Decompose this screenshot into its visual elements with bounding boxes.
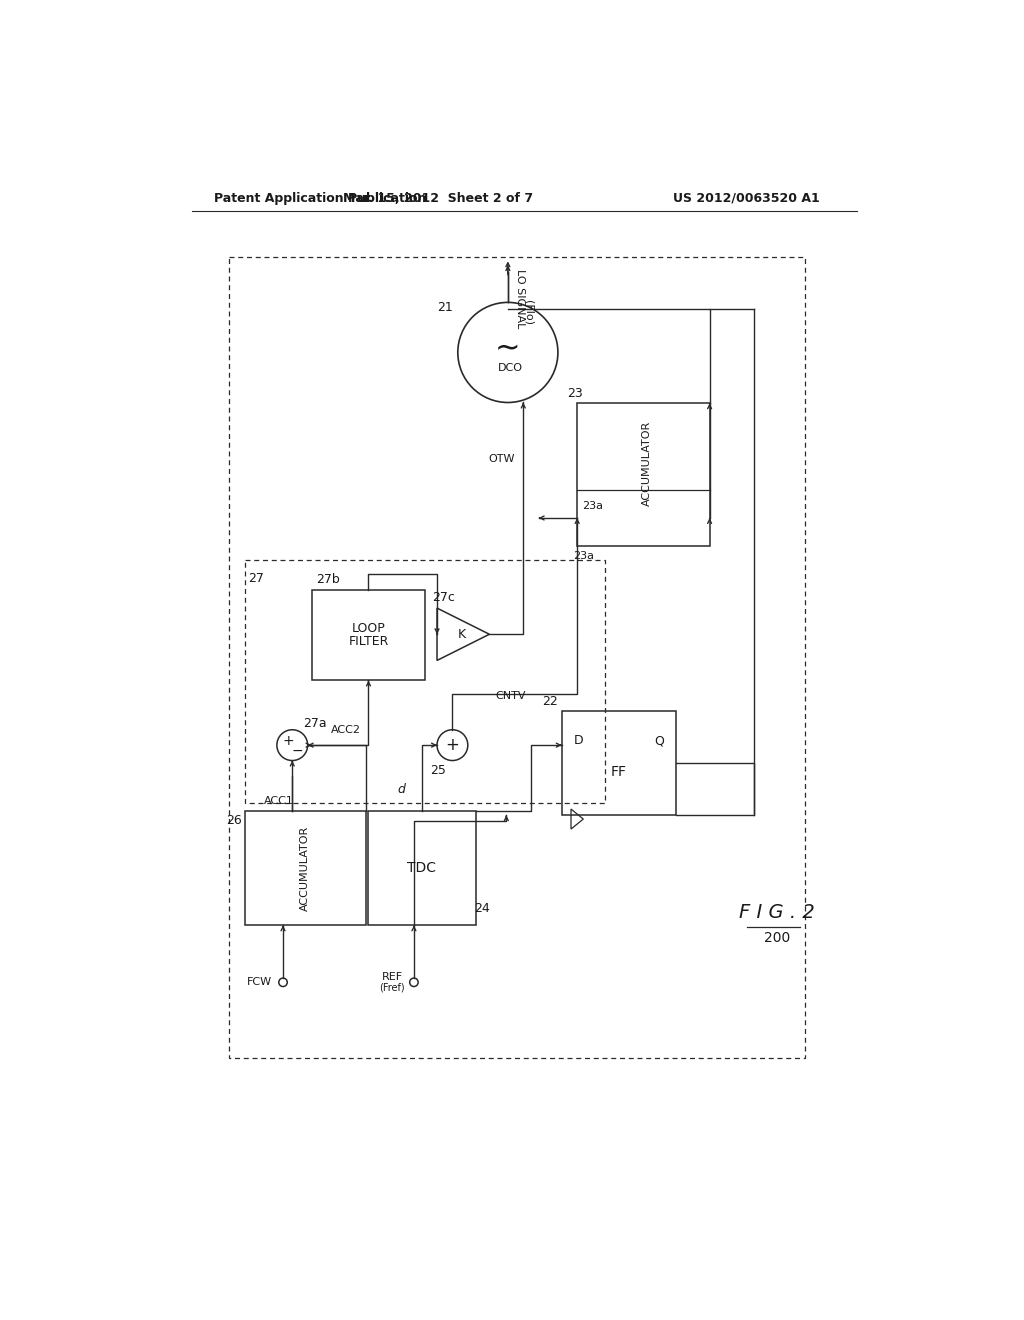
- Text: 21: 21: [437, 301, 453, 314]
- Text: 23: 23: [567, 387, 583, 400]
- Text: FF: FF: [610, 766, 627, 780]
- Text: DCO: DCO: [498, 363, 522, 372]
- Text: d: d: [397, 783, 406, 796]
- Bar: [562, 711, 676, 816]
- Text: REF: REF: [382, 972, 402, 982]
- Text: Patent Application Publication: Patent Application Publication: [214, 191, 426, 205]
- Bar: [229, 257, 805, 1057]
- Text: 27b: 27b: [316, 573, 340, 586]
- Bar: [311, 590, 425, 681]
- Text: D: D: [573, 734, 584, 747]
- Bar: [245, 560, 605, 803]
- Text: 22: 22: [543, 694, 558, 708]
- Text: TDC: TDC: [408, 862, 436, 875]
- Text: FILTER: FILTER: [348, 635, 389, 648]
- Text: 24: 24: [474, 902, 489, 915]
- Bar: [368, 812, 475, 925]
- Text: 200: 200: [764, 931, 791, 945]
- Text: LO SIGNAL: LO SIGNAL: [515, 269, 525, 329]
- Bar: [245, 812, 367, 925]
- Text: 26: 26: [226, 814, 243, 828]
- Text: 27a: 27a: [303, 717, 328, 730]
- Text: LOOP: LOOP: [351, 622, 385, 635]
- Text: Q: Q: [654, 734, 664, 747]
- Text: +: +: [445, 737, 460, 754]
- Text: FCW: FCW: [248, 977, 272, 987]
- Text: 23a: 23a: [582, 500, 603, 511]
- Text: −: −: [291, 743, 303, 758]
- Text: (Fref): (Fref): [380, 982, 406, 993]
- Text: ∼: ∼: [496, 334, 520, 363]
- Text: K: K: [458, 628, 466, 640]
- Text: OTW: OTW: [488, 454, 515, 463]
- Text: Mar. 15, 2012  Sheet 2 of 7: Mar. 15, 2012 Sheet 2 of 7: [343, 191, 534, 205]
- Text: ACC2: ACC2: [331, 725, 361, 735]
- Text: +: +: [283, 734, 294, 748]
- Text: ACCUMULATOR: ACCUMULATOR: [642, 420, 652, 506]
- Text: 27c: 27c: [432, 591, 455, 603]
- Text: US 2012/0063520 A1: US 2012/0063520 A1: [673, 191, 820, 205]
- Text: ACC1: ACC1: [263, 796, 293, 807]
- Text: CNTV: CNTV: [495, 690, 525, 701]
- Text: 27: 27: [249, 572, 264, 585]
- Text: 25: 25: [431, 764, 446, 777]
- Bar: [578, 404, 710, 545]
- Text: F I G . 2: F I G . 2: [739, 903, 815, 923]
- Text: 23a: 23a: [573, 552, 594, 561]
- Text: (Flo): (Flo): [523, 300, 534, 325]
- Text: ACCUMULATOR: ACCUMULATOR: [300, 826, 310, 911]
